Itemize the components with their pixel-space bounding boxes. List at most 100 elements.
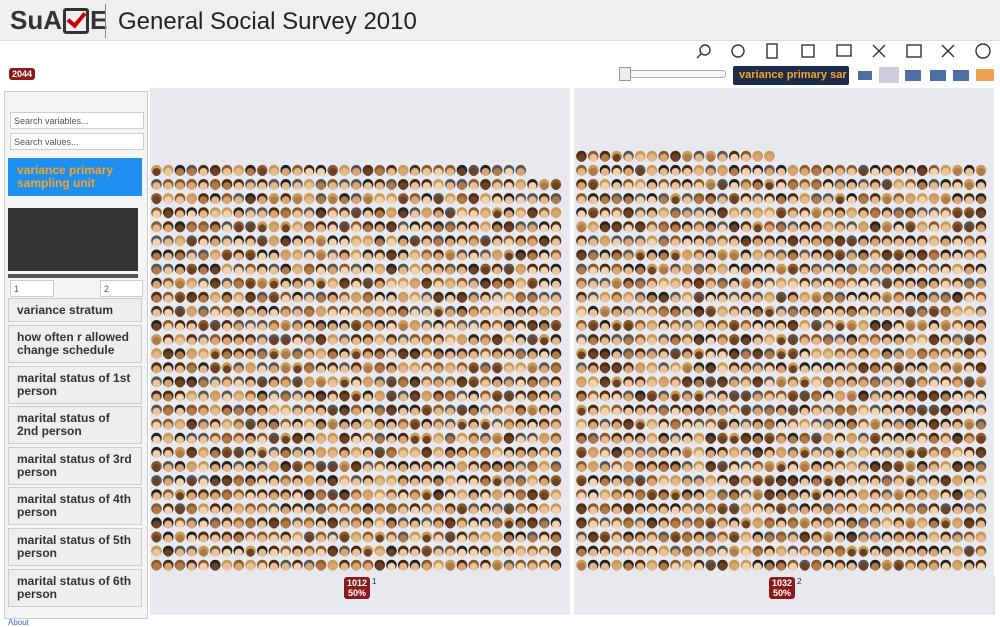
info-icon[interactable]	[975, 43, 991, 59]
person-icon	[397, 179, 409, 191]
person-icon	[975, 531, 987, 543]
person-icon	[881, 390, 893, 402]
person-icon	[339, 348, 350, 360]
person-icon	[975, 475, 987, 487]
face	[234, 450, 243, 458]
person-icon	[740, 559, 752, 571]
person-icon	[350, 362, 362, 374]
person-icon	[538, 320, 550, 332]
zoom-slider[interactable]	[619, 67, 726, 81]
face	[211, 294, 220, 303]
notes-icon[interactable]	[836, 44, 852, 57]
face	[847, 393, 856, 402]
face	[340, 337, 349, 346]
face	[883, 450, 891, 458]
face	[505, 421, 513, 430]
person-icon	[764, 404, 775, 416]
save-icon[interactable]	[801, 44, 815, 58]
face	[540, 492, 549, 501]
person-icon	[527, 489, 538, 501]
face	[305, 351, 314, 360]
search-icon[interactable]	[699, 44, 711, 56]
person-icon	[916, 348, 928, 360]
variable-item[interactable]: marital status of 2nd person	[8, 406, 142, 445]
expand-icon[interactable]	[872, 44, 886, 58]
grid-view[interactable]	[858, 71, 872, 80]
range-slider[interactable]	[8, 274, 138, 278]
person-icon	[386, 446, 397, 458]
person-icon	[292, 461, 303, 473]
face	[552, 492, 560, 501]
variable-item[interactable]: marital status of 4th person	[8, 487, 142, 526]
face	[152, 562, 161, 571]
face	[540, 238, 549, 247]
calc-icon[interactable]	[766, 43, 778, 59]
face	[516, 168, 525, 176]
person-icon	[233, 362, 245, 374]
face	[246, 337, 255, 346]
person-icon	[975, 404, 987, 416]
face	[552, 351, 560, 360]
person-icon	[599, 320, 611, 332]
person-icon	[444, 503, 456, 515]
face	[528, 548, 537, 557]
face	[199, 464, 208, 473]
list-view[interactable]	[953, 70, 969, 81]
bucket-view[interactable]	[879, 67, 899, 83]
person-icon	[775, 503, 787, 515]
person-icon	[822, 404, 834, 416]
variable-item[interactable]: marital status of 5th person	[8, 528, 142, 566]
variable-item[interactable]: variance stratum	[8, 298, 142, 322]
card-icon[interactable]	[906, 44, 922, 58]
tools-icon[interactable]	[941, 44, 955, 58]
search-variables[interactable]: Search variables...	[10, 112, 144, 129]
selected-variable[interactable]: variance primary sampling unit	[8, 158, 142, 196]
variable-item[interactable]: how often r allowed change schedule	[8, 325, 142, 363]
person-icon	[421, 207, 433, 219]
range-max[interactable]: 2	[100, 280, 143, 297]
face	[458, 266, 466, 275]
person-icon	[233, 305, 245, 317]
person-icon	[233, 559, 245, 571]
face	[941, 492, 950, 501]
crosstab-view[interactable]	[930, 70, 946, 81]
slider-handle[interactable]	[619, 67, 631, 81]
person-icon	[256, 503, 268, 515]
face	[789, 393, 797, 402]
face	[528, 337, 537, 346]
variable-item[interactable]: marital status of 3rd person	[8, 446, 142, 485]
face	[671, 478, 680, 487]
logo[interactable]: SuA E	[10, 5, 107, 36]
search-box[interactable]: variance primary sar	[733, 66, 849, 85]
person-icon	[245, 503, 256, 515]
face	[258, 351, 267, 360]
face	[965, 548, 974, 557]
search-values[interactable]: Search values...	[10, 133, 144, 150]
person-icon	[162, 362, 174, 374]
person-icon	[256, 545, 268, 557]
face	[636, 337, 645, 346]
face	[730, 520, 739, 529]
face	[742, 450, 750, 458]
face	[164, 351, 173, 360]
person-icon	[681, 404, 693, 416]
face	[493, 450, 502, 458]
face	[481, 421, 490, 430]
zoom-icon[interactable]	[731, 44, 745, 58]
person-icon	[256, 531, 268, 543]
table-view[interactable]	[905, 70, 921, 81]
person-icon	[468, 249, 480, 261]
range-min[interactable]: 1	[10, 280, 54, 297]
person-icon	[681, 475, 693, 487]
face	[187, 196, 196, 205]
face	[789, 450, 797, 458]
person-icon	[623, 475, 634, 487]
person-icon	[893, 348, 905, 360]
variable-item[interactable]: marital status of 6th person	[8, 568, 142, 607]
person-icon	[705, 475, 717, 487]
about-link[interactable]: About	[8, 618, 29, 627]
face	[589, 450, 598, 458]
variable-item[interactable]: marital status of 1st person	[8, 365, 142, 404]
jupyter-view[interactable]	[976, 69, 994, 81]
face	[552, 266, 560, 275]
